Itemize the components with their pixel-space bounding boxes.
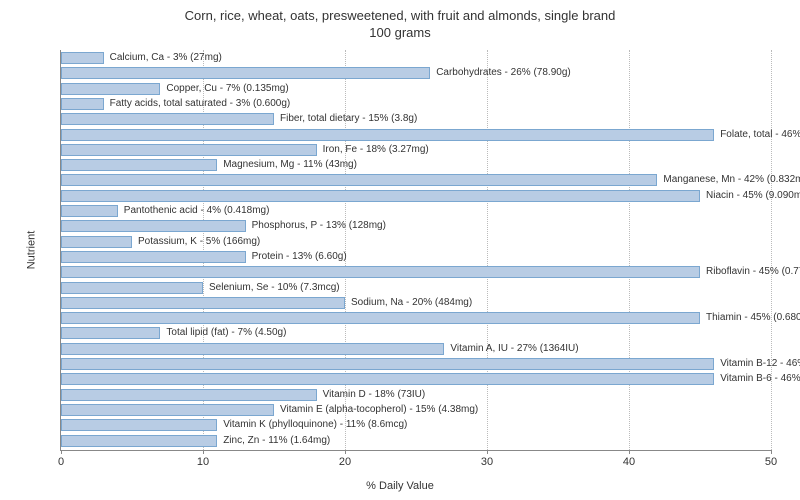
y-axis-label: Nutrient bbox=[25, 231, 37, 270]
x-tick-mark bbox=[771, 450, 772, 454]
nutrient-bar bbox=[61, 358, 714, 370]
x-tick-mark bbox=[345, 450, 346, 454]
x-tick-mark bbox=[61, 450, 62, 454]
chart-title: Corn, rice, wheat, oats, presweetened, w… bbox=[0, 0, 800, 42]
nutrient-bar-label: Calcium, Ca - 3% (27mg) bbox=[110, 52, 222, 64]
nutrient-bar bbox=[61, 389, 317, 401]
nutrient-bar-label: Total lipid (fat) - 7% (4.50g) bbox=[166, 327, 286, 339]
x-tick-label: 50 bbox=[765, 456, 777, 468]
gridline bbox=[487, 50, 488, 450]
nutrient-bar bbox=[61, 236, 132, 248]
nutrient-bar bbox=[61, 419, 217, 431]
nutrient-bar bbox=[61, 113, 274, 125]
nutrient-bar bbox=[61, 435, 217, 447]
nutrient-bar-label: Thiamin - 45% (0.680mg) bbox=[706, 312, 800, 324]
nutrient-bar bbox=[61, 52, 104, 64]
nutrient-bar-label: Carbohydrates - 26% (78.90g) bbox=[436, 67, 571, 79]
nutrient-bar-label: Selenium, Se - 10% (7.3mcg) bbox=[209, 282, 340, 294]
x-tick-mark bbox=[203, 450, 204, 454]
x-tick-label: 40 bbox=[623, 456, 635, 468]
nutrient-bar-label: Fiber, total dietary - 15% (3.8g) bbox=[280, 113, 417, 125]
x-tick-label: 20 bbox=[339, 456, 351, 468]
nutrient-bar bbox=[61, 282, 203, 294]
nutrient-bar-label: Vitamin A, IU - 27% (1364IU) bbox=[450, 343, 578, 355]
nutrient-bar bbox=[61, 312, 700, 324]
nutrient-bar-label: Magnesium, Mg - 11% (43mg) bbox=[223, 159, 357, 171]
nutrient-bar bbox=[61, 67, 430, 79]
nutrient-bar-label: Potassium, K - 5% (166mg) bbox=[138, 236, 260, 248]
nutrient-bar bbox=[61, 174, 657, 186]
nutrient-bar-label: Fatty acids, total saturated - 3% (0.600… bbox=[110, 98, 291, 110]
nutrient-bar-label: Vitamin B-12 - 46% (2.73mcg) bbox=[720, 358, 800, 370]
nutrient-bar bbox=[61, 220, 246, 232]
nutrient-bar-label: Folate, total - 46% (182mcg) bbox=[720, 129, 800, 141]
nutrient-bar bbox=[61, 190, 700, 202]
nutrient-bar bbox=[61, 98, 104, 110]
nutrient-bar-label: Riboflavin - 45% (0.770mg) bbox=[706, 266, 800, 278]
plot-area: 01020304050Calcium, Ca - 3% (27mg)Carboh… bbox=[60, 50, 771, 451]
nutrient-bar-label: Iron, Fe - 18% (3.27mg) bbox=[323, 144, 429, 156]
nutrient-bar bbox=[61, 205, 118, 217]
nutrient-bar-label: Vitamin D - 18% (73IU) bbox=[323, 389, 426, 401]
nutrient-bar bbox=[61, 129, 714, 141]
nutrient-bar bbox=[61, 343, 444, 355]
gridline bbox=[629, 50, 630, 450]
nutrient-bar-label: Copper, Cu - 7% (0.135mg) bbox=[166, 83, 288, 95]
nutrient-bar bbox=[61, 404, 274, 416]
x-tick-mark bbox=[487, 450, 488, 454]
nutrient-bar-label: Vitamin K (phylloquinone) - 11% (8.6mcg) bbox=[223, 419, 407, 431]
nutrient-bar bbox=[61, 297, 345, 309]
nutrient-bar-label: Protein - 13% (6.60g) bbox=[252, 251, 347, 263]
nutrient-bar-label: Pantothenic acid - 4% (0.418mg) bbox=[124, 205, 270, 217]
nutrient-bar bbox=[61, 327, 160, 339]
title-line-2: 100 grams bbox=[369, 25, 430, 40]
nutrient-bar-label: Vitamin B-6 - 46% (0.910mg) bbox=[720, 373, 800, 385]
nutrient-bar bbox=[61, 373, 714, 385]
nutrient-bar-label: Manganese, Mn - 42% (0.832mg) bbox=[663, 174, 800, 186]
nutrient-bar bbox=[61, 83, 160, 95]
x-tick-label: 30 bbox=[481, 456, 493, 468]
x-tick-label: 0 bbox=[58, 456, 64, 468]
nutrient-bar-label: Niacin - 45% (9.090mg) bbox=[706, 190, 800, 202]
nutrient-chart: Corn, rice, wheat, oats, presweetened, w… bbox=[0, 0, 800, 500]
nutrient-bar-label: Vitamin E (alpha-tocopherol) - 15% (4.38… bbox=[280, 404, 478, 416]
nutrient-bar-label: Sodium, Na - 20% (484mg) bbox=[351, 297, 472, 309]
nutrient-bar-label: Phosphorus, P - 13% (128mg) bbox=[252, 220, 386, 232]
title-line-1: Corn, rice, wheat, oats, presweetened, w… bbox=[185, 8, 616, 23]
x-tick-label: 10 bbox=[197, 456, 209, 468]
x-tick-mark bbox=[629, 450, 630, 454]
nutrient-bar bbox=[61, 266, 700, 278]
nutrient-bar bbox=[61, 144, 317, 156]
nutrient-bar bbox=[61, 251, 246, 263]
nutrient-bar-label: Zinc, Zn - 11% (1.64mg) bbox=[223, 435, 330, 447]
nutrient-bar bbox=[61, 159, 217, 171]
x-axis-label: % Daily Value bbox=[366, 480, 434, 492]
gridline bbox=[771, 50, 772, 450]
